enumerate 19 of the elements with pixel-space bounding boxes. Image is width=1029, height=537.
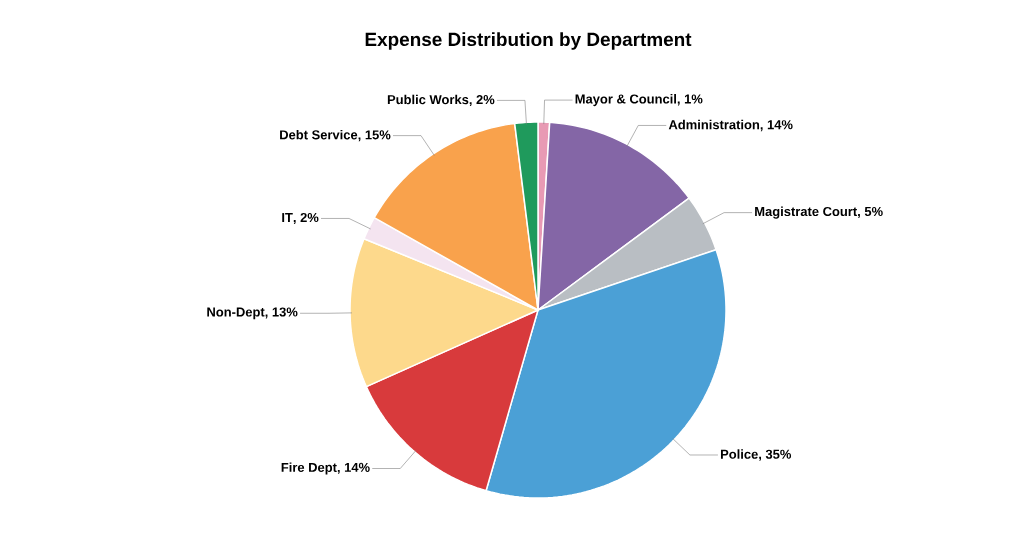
- slice-label: Public Works: [387, 94, 469, 105]
- slice-label: Non-Dept: [207, 307, 265, 320]
- data-label: , 1%: [677, 94, 703, 106]
- chart-title: Expense Distribution by Department: [365, 32, 692, 50]
- data-label: , 15%: [358, 130, 391, 142]
- slice-label: Administration: [668, 119, 760, 130]
- data-label: , 14%: [337, 462, 370, 474]
- slice-label: Debt Service: [280, 129, 358, 140]
- slice-label: Police: [720, 449, 758, 459]
- data-label: , 5%: [858, 206, 883, 218]
- data-label: , 14%: [760, 120, 793, 132]
- data-label: , 2%: [293, 212, 319, 224]
- slice-label: Fire Dept: [281, 462, 337, 475]
- slice-label: IT: [282, 213, 293, 222]
- slice-label: Magistrate Court: [755, 206, 857, 219]
- data-label: , 35%: [759, 449, 792, 461]
- data-label: , 2%: [469, 95, 495, 107]
- slice-label: Mayor & Council: [575, 94, 676, 107]
- data-label: , 13%: [265, 307, 298, 319]
